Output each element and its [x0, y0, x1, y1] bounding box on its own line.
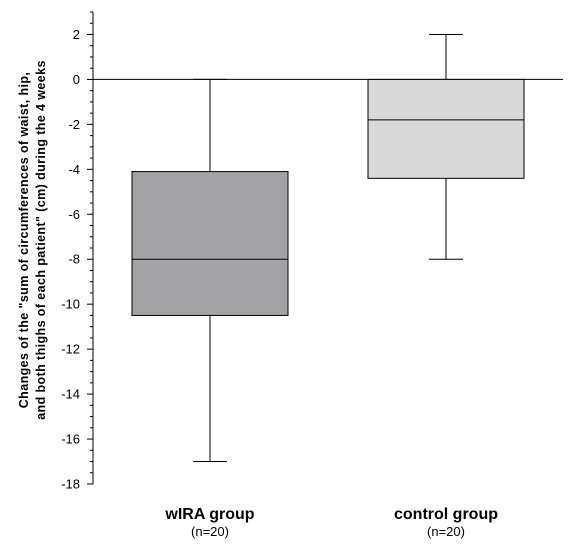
- x-axis-labels: wIRA group(n=20)control group(n=20): [164, 506, 498, 539]
- y-tick-label: -16: [61, 432, 80, 447]
- y-axis-label-line-1: Changes of the "sum of circumferences of…: [17, 72, 31, 409]
- box-wira-group: [131, 78, 289, 463]
- category-label-wira-group: wIRA group: [164, 506, 254, 523]
- y-tick-label: -4: [68, 162, 80, 177]
- sample-size-label-control-group: (n=20): [427, 524, 465, 539]
- y-tick-label: -6: [68, 207, 80, 222]
- y-tick-label: -18: [61, 477, 80, 492]
- y-tick-label: -8: [68, 252, 80, 267]
- y-tick-label: -2: [68, 117, 80, 132]
- y-axis-label-line-2: and both thighs of each patient" (cm) du…: [34, 60, 48, 420]
- y-tick-label: -12: [61, 342, 80, 357]
- y-tick-label: -14: [61, 387, 80, 402]
- interquartile-box: [131, 171, 289, 316]
- box-control-group: [367, 33, 525, 260]
- category-label-control-group: control group: [394, 506, 498, 523]
- y-tick-label: 0: [73, 72, 80, 87]
- sample-size-label-wira-group: (n=20): [191, 524, 229, 539]
- box-group: [131, 33, 525, 463]
- y-tick-label: 2: [73, 27, 80, 42]
- interquartile-box: [367, 78, 525, 179]
- y-tick-label: -10: [61, 297, 80, 312]
- y-axis: 2 0 -2 -4 -6 -8 -10 -12 -14 -16 -18: [61, 11, 94, 492]
